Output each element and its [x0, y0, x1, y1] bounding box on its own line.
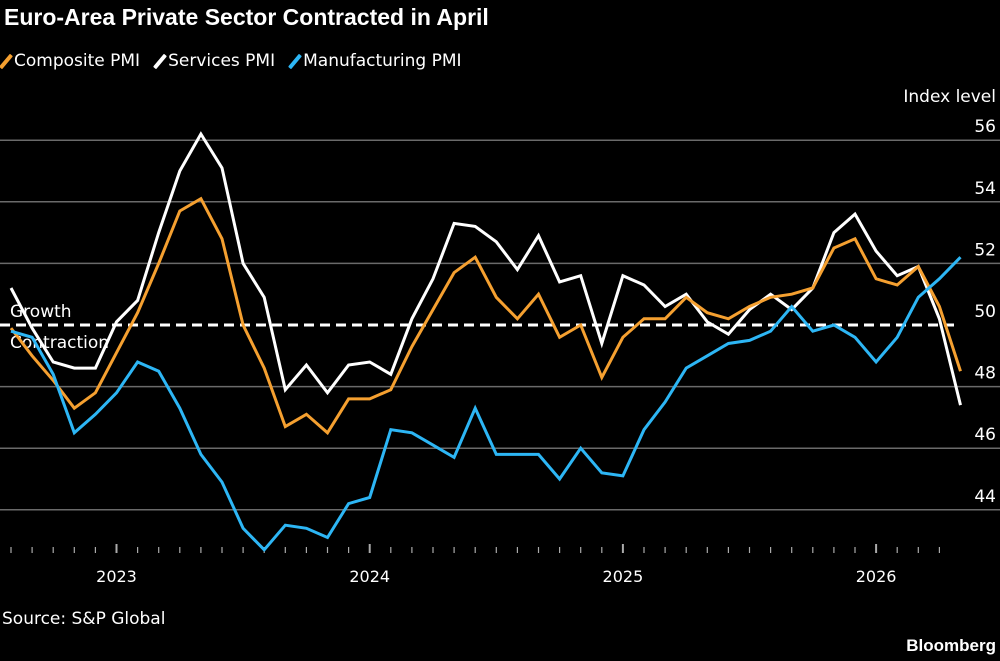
y-tick-label: 56 [974, 117, 996, 137]
y-tick-label: 50 [974, 302, 996, 322]
legend-item-manufacturing: Manufacturing PMI [288, 51, 462, 71]
chart-title: Euro-Area Private Sector Contracted in A… [4, 4, 489, 30]
bloomberg-logo: Bloomberg [906, 636, 996, 655]
source-note: Source: S&P Global [2, 609, 166, 629]
series-line-manufacturing-pmi [10, 256, 962, 553]
legend-label: Manufacturing PMI [303, 51, 462, 71]
series-line-composite-pmi [9, 196, 962, 436]
y-tick-label: 52 [974, 240, 996, 260]
y-axis-label: Index level [903, 87, 996, 107]
contraction-label: Contraction [10, 333, 109, 353]
legend-item-composite: Composite PMI [0, 51, 141, 71]
y-tick-label: 48 [974, 364, 996, 384]
y-tick-label: 46 [974, 425, 996, 445]
x-tick-label: 2023 [96, 567, 137, 586]
y-tick-label: 54 [974, 179, 996, 199]
x-tick-label: 2026 [856, 567, 897, 586]
x-tick-label: 2025 [603, 567, 644, 586]
legend-label: Services PMI [168, 51, 276, 71]
legend: Composite PMI Services PMI Manufacturing… [0, 51, 462, 71]
legend-label: Composite PMI [14, 51, 141, 71]
series-line-services-pmi [9, 131, 962, 406]
y-tick-label: 44 [974, 487, 996, 507]
x-tick-label: 2024 [349, 567, 390, 586]
legend-item-services: Services PMI [153, 51, 276, 71]
